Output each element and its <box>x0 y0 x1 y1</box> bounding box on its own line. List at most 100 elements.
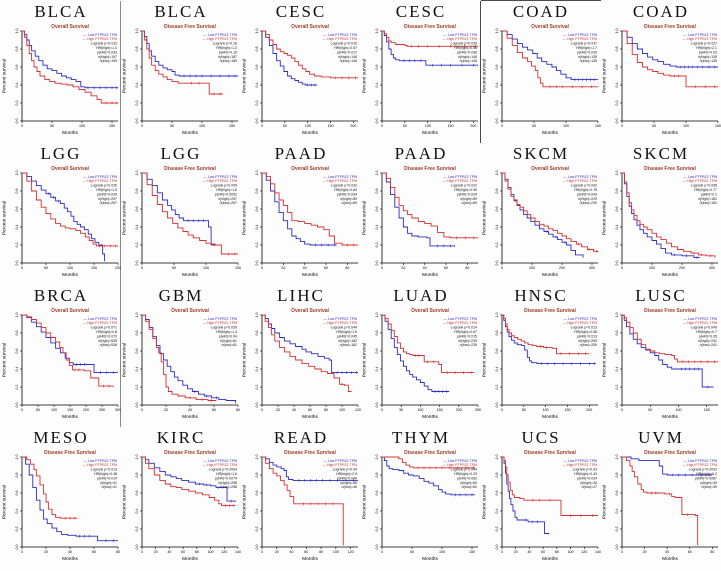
legend-stat: Logrank p=0.005 <box>211 184 237 188</box>
y-tick-label: 0.2 <box>615 101 619 106</box>
y-tick-label: 1.0 <box>495 171 499 176</box>
x-tick-label: 120 <box>221 550 227 554</box>
y-tick-label: 0.8 <box>375 189 379 194</box>
x-tick-label: 200 <box>115 266 121 270</box>
y-tick-label: 0.4 <box>135 509 139 514</box>
legend: — Low PTPRZ1 TPM— High PTPRZ1 TPMLogrank… <box>83 317 117 347</box>
legend-low-label: — Low PTPRZ1 TPM <box>683 175 717 179</box>
legend-stat: n(low)=181 <box>700 201 717 205</box>
legend-stat: n(low)=41 <box>102 485 118 489</box>
y-tick-label: 1.0 <box>495 455 499 460</box>
x-tick-label: 40 <box>290 550 294 554</box>
y-tick-label: 0.6 <box>15 491 19 496</box>
legend-low-label: — Low PTPRZ1 TPM <box>443 317 477 321</box>
legend-low-label: — Low PTPRZ1 TPM <box>563 175 597 179</box>
x-tick-label: 80 <box>195 550 199 554</box>
cancer-title: LGG <box>160 144 202 163</box>
legend-stat: p(HR)=0.049 <box>337 476 357 480</box>
km-plot: Disease Free Survival 0.0 0.2 0.4 0.6 0.8 1.0 0… <box>602 166 718 278</box>
y-axis-label: Percent survival <box>362 343 368 377</box>
y-axis-label: Percent survival <box>122 201 128 235</box>
x-axis-label: Months <box>62 556 78 562</box>
legend-stat: n(low)=135 <box>580 59 597 63</box>
x-tick-label: 0 <box>141 408 143 412</box>
x-tick-label: 300 <box>709 266 715 270</box>
km-curve-high <box>262 456 344 546</box>
y-tick-label: 1.0 <box>495 313 499 318</box>
plot-subtitle: Overall Survival <box>291 24 329 30</box>
y-tick-label: 1.0 <box>255 29 259 34</box>
legend: — Low PTPRZ1 TPM— High PTPRZ1 TPMLogrank… <box>563 175 597 205</box>
y-tick-label: 0.2 <box>375 101 379 106</box>
x-tick-label: 60 <box>444 266 448 270</box>
cancer-title: KIRC <box>156 428 206 447</box>
y-axis-label: Percent survival <box>2 59 8 93</box>
km-plot: Disease Free Survival 0.0 0.2 0.4 0.6 0.8 1.0 0… <box>2 450 121 562</box>
plot-subtitle: Overall Survival <box>291 308 329 314</box>
legend-stat: Logrank p=0.04 <box>333 468 357 472</box>
survival-panel-skcm-os: SKCM Overall Survival 0.0 0.2 0.4 0.6 0.8 1.0 0 1… <box>481 143 601 285</box>
plot-subtitle: Disease Free Survival <box>284 450 336 456</box>
legend: — Low PTPRZ1 TPM— High PTPRZ1 TPMLogrank… <box>323 33 357 63</box>
y-tick-label: 1.0 <box>255 455 259 460</box>
legend-stat: p(HR)=0.014 <box>97 476 117 480</box>
legend-stat: p(HR)=0.045 <box>337 334 357 338</box>
y-tick-label: 1.0 <box>375 29 379 34</box>
legend-stat: HR(high)=0.7 <box>696 330 717 334</box>
legend-stat: Logrank p=0.032 <box>91 42 117 46</box>
x-tick-label: 150 <box>564 408 570 412</box>
x-axis-label: Months <box>542 272 558 278</box>
legend-stat: p(HR)=0.0052 <box>215 192 237 196</box>
y-tick-label: 0.8 <box>135 473 139 478</box>
plot-subtitle: Overall Survival <box>51 308 89 314</box>
x-tick-label: 100 <box>675 408 681 412</box>
legend-stat: Logrank p=0.049 <box>691 326 717 330</box>
legend-low-label: — Low PTPRZ1 TPM <box>683 459 717 463</box>
y-tick-label: 0.8 <box>255 331 259 336</box>
plot-subtitle: Disease Free Survival <box>524 308 576 314</box>
x-tick-label: 80 <box>324 408 328 412</box>
y-tick-label: 0.6 <box>615 207 619 212</box>
legend-stat: p(HR)=0.0087 <box>695 476 717 480</box>
plot-subtitle: Disease Free Survival <box>644 450 696 456</box>
survival-panel-lusc-dfs: LUSC Disease Free Survival 0.0 0.2 0.4 0.6 0.8… <box>601 285 721 427</box>
y-axis-label: Percent survival <box>242 343 248 377</box>
survival-panel-hnsc-dfs: HNSC Disease Free Survival 0.0 0.2 0.4 0.6 0.8… <box>481 285 601 427</box>
x-tick-label: 250 <box>99 408 105 412</box>
y-tick-label: 0.2 <box>15 527 19 532</box>
y-tick-label: 0.6 <box>375 491 379 496</box>
legend-high-label: — High PTPRZ1 TPM <box>203 179 237 183</box>
legend-high-label: — High PTPRZ1 TPM <box>203 321 237 325</box>
legend-low-label: — Low PTPRZ1 TPM <box>83 33 117 37</box>
y-tick-label: 0.8 <box>375 47 379 52</box>
legend: — Low PTPRZ1 TPM— High PTPRZ1 TPMLogrank… <box>443 175 477 205</box>
legend-stat: n(high)=197 <box>98 55 117 59</box>
km-plot: Overall Survival 0.0 0.2 0.4 0.6 0.8 1.0 0 50 100… <box>242 24 358 136</box>
plot-subtitle: Disease Free Survival <box>404 450 456 456</box>
legend-low-label: — Low PTPRZ1 TPM <box>323 459 357 463</box>
cancer-title: SKCM <box>632 144 690 163</box>
x-tick-label: 40 <box>665 550 669 554</box>
x-tick-label: 150 <box>595 124 601 128</box>
y-tick-label: 0.2 <box>15 385 19 390</box>
y-tick-label: 0.4 <box>135 225 139 230</box>
x-axis-label: Months <box>422 272 438 278</box>
plot-subtitle: Disease Free Survival <box>164 166 216 172</box>
x-tick-label: 20 <box>514 550 518 554</box>
x-tick-label: 300 <box>589 266 595 270</box>
legend-low-label: — Low PTPRZ1 TPM <box>443 459 477 463</box>
legend-stat: Logrank p=0.035 <box>451 42 477 46</box>
legend: — Low PTPRZ1 TPM— High PTPRZ1 TPMLogrank… <box>443 317 477 347</box>
y-tick-label: 0.8 <box>495 47 499 52</box>
legend-stat: n(high)=241 <box>698 339 717 343</box>
legend-stat: n(high)=229 <box>578 197 597 201</box>
legend-high-label: — High PTPRZ1 TPM <box>83 37 117 41</box>
x-tick-label: 40 <box>188 408 192 412</box>
legend: — Low PTPRZ1 TPM— High PTPRZ1 TPMLogrank… <box>683 175 717 205</box>
cancer-title: MESO <box>33 428 89 447</box>
km-curve-high <box>502 172 599 253</box>
legend-stat: Logrank p=0.022 <box>451 184 477 188</box>
y-tick-label: 0.2 <box>375 527 379 532</box>
legend-stat: n(high)=89 <box>460 197 477 201</box>
legend-stat: n(high)=259 <box>578 339 597 343</box>
